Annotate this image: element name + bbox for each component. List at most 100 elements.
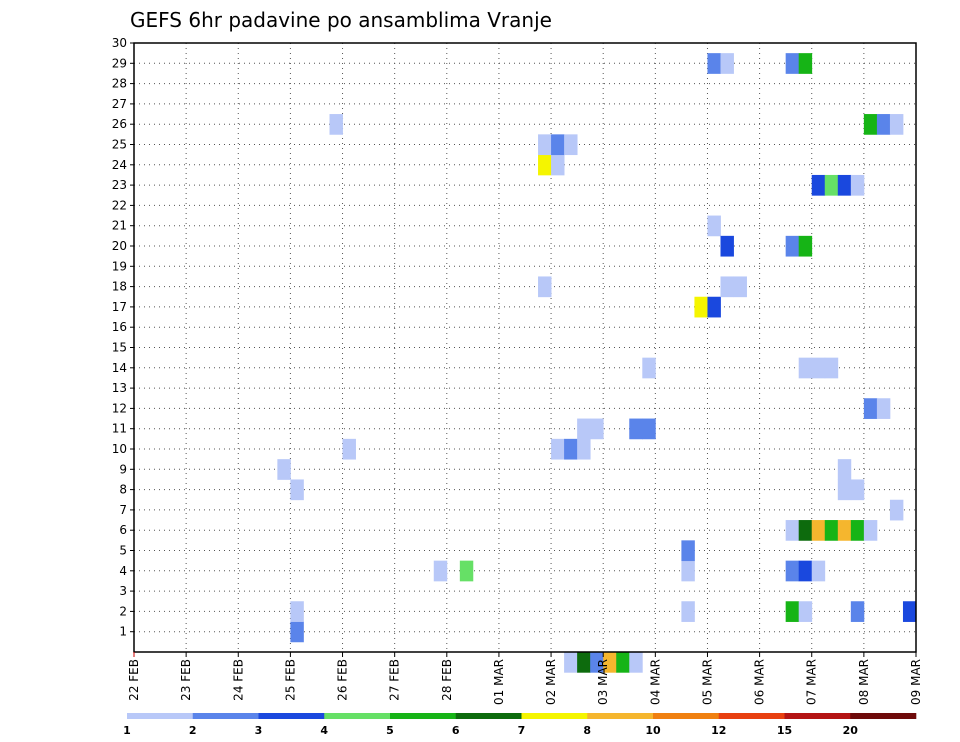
legend-label: 1 — [123, 724, 131, 737]
precip-cell — [577, 438, 591, 460]
precip-cell — [590, 652, 604, 673]
y-tick-label: 20 — [112, 239, 127, 253]
precip-cell — [551, 154, 565, 176]
y-tick-label: 8 — [119, 483, 127, 497]
legend-label: 8 — [583, 724, 591, 737]
precip-cell — [290, 621, 304, 643]
precip-cell — [707, 215, 721, 237]
legend-label: 6 — [452, 724, 460, 737]
legend-swatch — [850, 713, 917, 719]
precip-cell — [785, 601, 800, 622]
precip-cell — [811, 520, 826, 541]
y-tick-label: 22 — [112, 198, 127, 212]
legend-swatch — [653, 713, 720, 719]
x-tick-label: 09 MAR — [909, 659, 923, 705]
precip-cell — [720, 276, 734, 298]
precip-cell — [824, 357, 839, 379]
legend-label: 15 — [777, 724, 792, 737]
precip-cell — [785, 53, 800, 74]
precip-cell — [577, 418, 591, 440]
y-tick-label: 2 — [119, 604, 127, 618]
y-tick-label: 18 — [112, 280, 127, 294]
color-legend: 1 2 3 4 5 6 7 8 10 12 15 20 — [123, 713, 917, 737]
precip-cell — [811, 174, 826, 196]
precip-cell — [798, 357, 813, 379]
y-tick-label: 29 — [112, 56, 127, 70]
legend-label: 12 — [711, 724, 726, 737]
y-tick-label: 6 — [119, 523, 127, 537]
y-tick-label: 26 — [112, 117, 127, 131]
precip-cell — [785, 235, 800, 257]
precip-cell — [811, 357, 826, 379]
y-tick-label: 1 — [119, 625, 127, 639]
precip-cell — [798, 235, 813, 257]
legend-swatch — [258, 713, 325, 719]
y-tick-label: 14 — [112, 361, 127, 375]
precip-cell — [277, 459, 291, 480]
precip-cell — [342, 438, 356, 460]
precip-cell — [785, 520, 800, 541]
precip-cell — [290, 601, 304, 622]
precip-cell — [837, 479, 852, 501]
x-tick-label: 28 FEB — [440, 659, 454, 701]
y-tick-label: 17 — [112, 300, 127, 314]
legend-swatch — [192, 713, 259, 719]
legend-swatch — [324, 713, 391, 719]
legend-label: 20 — [843, 724, 859, 737]
legend-label: 5 — [386, 724, 394, 737]
precip-cell — [538, 154, 552, 176]
legend-swatch — [390, 713, 457, 719]
precip-cell — [564, 438, 578, 460]
precip-cell — [811, 560, 826, 582]
precip-cell — [629, 652, 643, 673]
precip-cell — [629, 418, 643, 440]
precip-cell — [290, 479, 304, 501]
legend-label: 4 — [320, 724, 328, 737]
x-tick-label: 01 MAR — [492, 659, 506, 705]
legend-label: 3 — [255, 724, 263, 737]
y-tick-label: 16 — [112, 320, 127, 334]
precip-cell — [876, 114, 891, 135]
y-tick-label: 28 — [112, 77, 127, 91]
precip-cell — [798, 53, 813, 74]
y-tick-label: 11 — [112, 422, 127, 436]
y-tick-label: 7 — [119, 503, 127, 517]
precip-cell — [603, 652, 617, 673]
y-tick-label: 3 — [119, 584, 127, 598]
precip-cell — [785, 560, 800, 582]
precip-cell — [837, 459, 852, 480]
precip-cell — [564, 652, 578, 673]
precip-cell — [850, 520, 865, 541]
precip-cell — [889, 114, 904, 135]
precip-cell — [876, 398, 891, 419]
y-tick-label: 13 — [112, 381, 127, 395]
y-tick-label: 21 — [112, 219, 127, 233]
x-tick-label: 02 MAR — [544, 659, 558, 705]
legend-label: 10 — [645, 724, 661, 737]
y-tick-label: 12 — [112, 401, 127, 415]
y-axis: 1234567891011121314151617181920212223242… — [112, 36, 134, 639]
precip-cell — [824, 520, 839, 541]
legend-swatch — [587, 713, 654, 719]
y-tick-label: 25 — [112, 138, 127, 152]
y-tick-label: 27 — [112, 97, 127, 111]
legend-swatch — [718, 713, 785, 719]
precip-cell — [681, 560, 695, 582]
precip-cell — [889, 499, 904, 521]
legend-label: 2 — [189, 724, 197, 737]
precip-cell — [798, 560, 813, 582]
x-tick-label: 22 FEB — [127, 659, 141, 701]
x-tick-label: 08 MAR — [857, 659, 871, 705]
precip-cell — [551, 134, 565, 156]
precip-cell — [720, 235, 734, 257]
precip-cell — [564, 134, 578, 156]
precip-cell — [720, 53, 734, 74]
x-tick-label: 27 FEB — [388, 659, 402, 701]
x-tick-label: 05 MAR — [700, 659, 714, 705]
precip-cell — [551, 438, 565, 460]
precip-cell — [863, 398, 878, 419]
x-tick-label: 26 FEB — [336, 659, 350, 701]
legend-swatch — [127, 713, 194, 719]
precip-cell — [850, 479, 865, 501]
precip-cell — [850, 174, 865, 196]
